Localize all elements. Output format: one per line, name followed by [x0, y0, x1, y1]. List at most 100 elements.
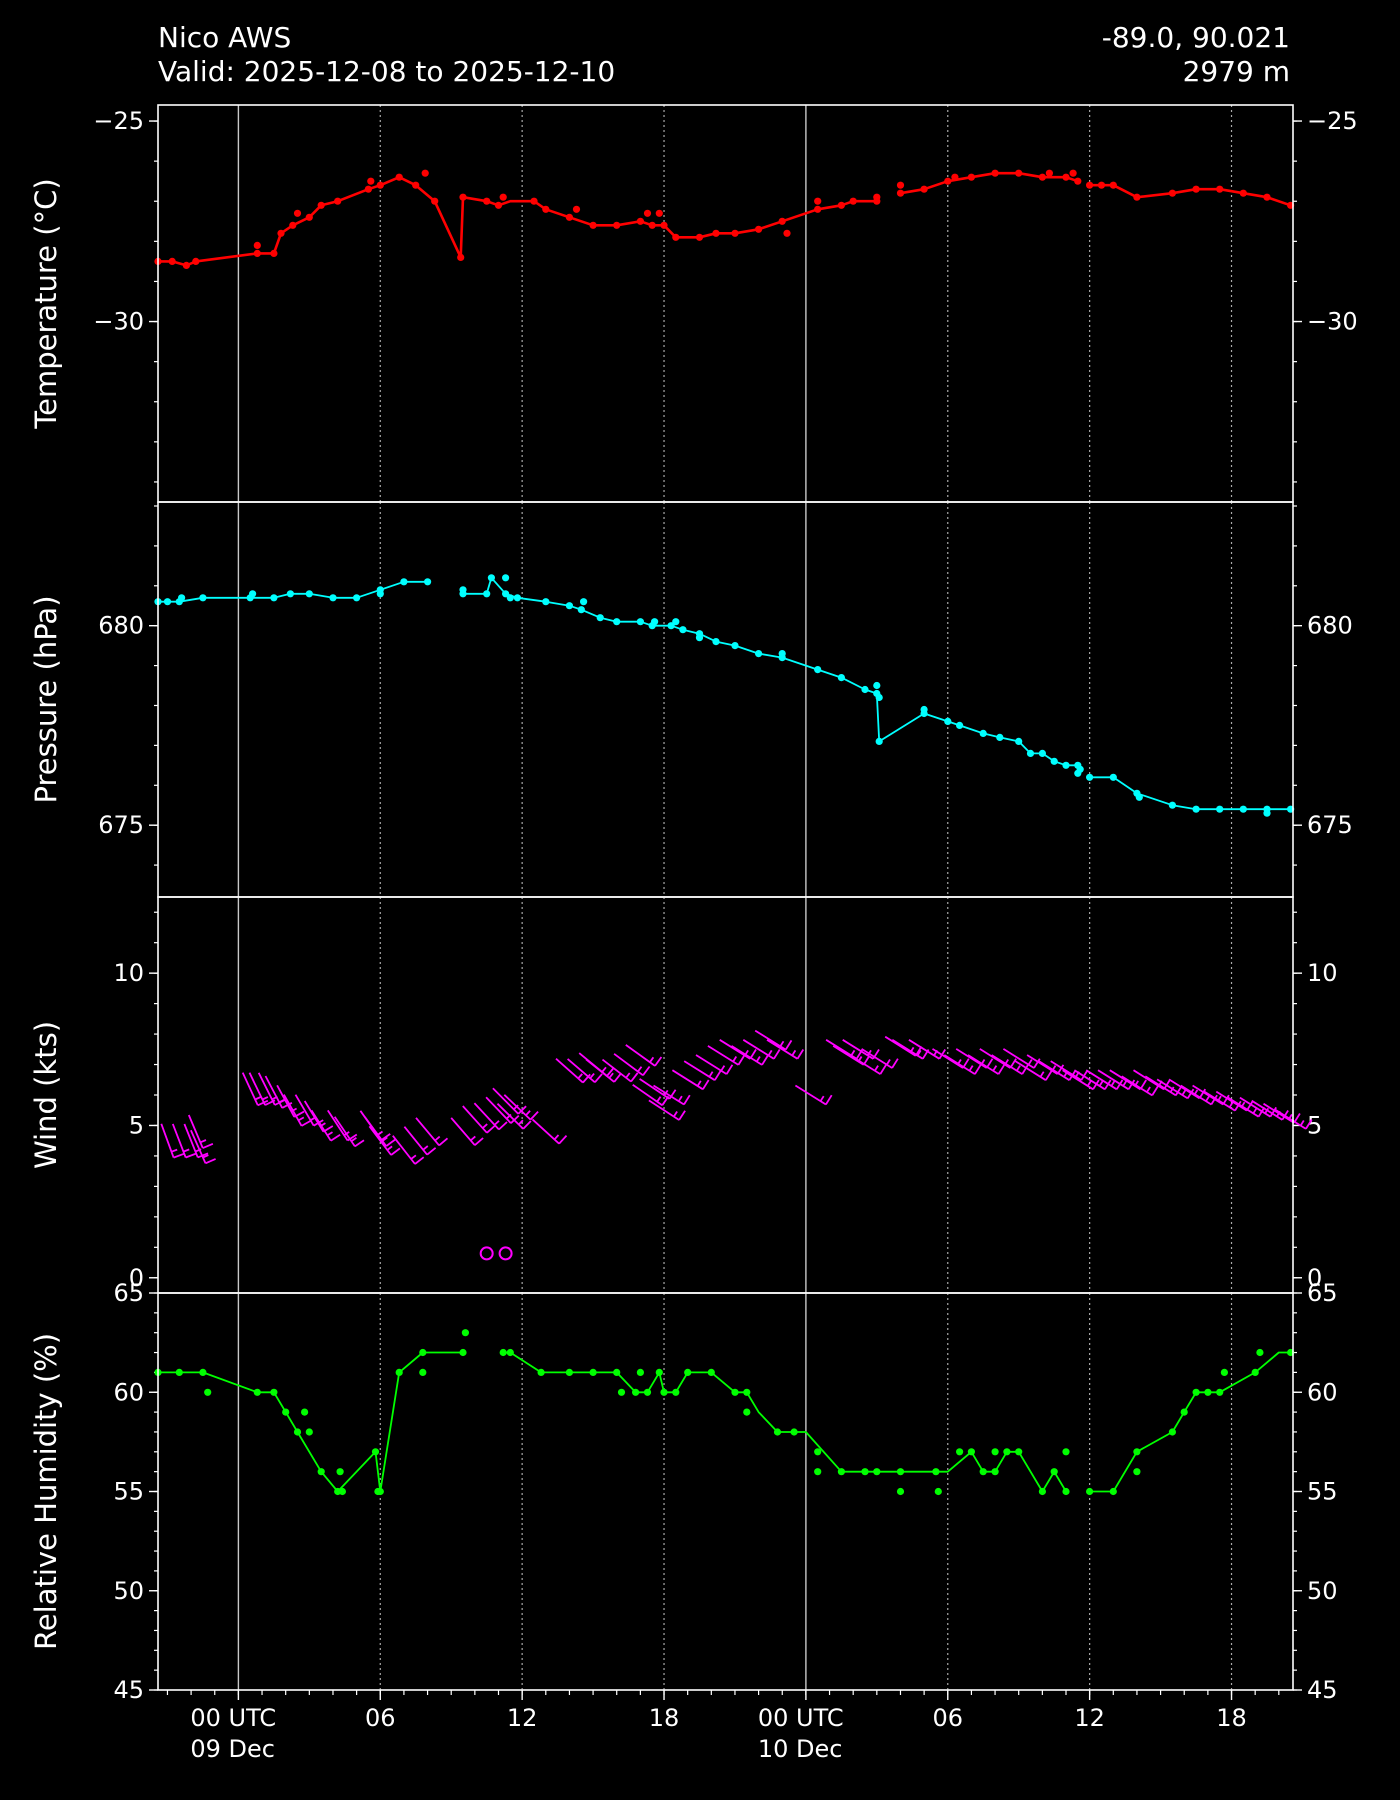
y-tick-label: 55 [113, 1478, 144, 1506]
data-point [731, 229, 739, 237]
series-line [158, 1351, 463, 1493]
y-axis-label: Relative Humidity (%) [29, 1333, 63, 1650]
wind-barb [653, 1084, 691, 1106]
data-point [376, 590, 384, 598]
data-point [861, 1468, 869, 1476]
y-tick-label: 10 [113, 959, 144, 987]
data-point [487, 574, 495, 582]
data-point [920, 185, 928, 193]
wind-barb [1002, 1048, 1041, 1069]
wind-barb [364, 1116, 396, 1147]
wind-barb [967, 1054, 1006, 1075]
data-point [660, 1388, 668, 1396]
data-point [1074, 177, 1082, 185]
data-point [293, 1428, 302, 1436]
data-point [979, 729, 987, 738]
y-axis-label: Pressure (hPa) [29, 595, 63, 803]
data-point [684, 1368, 692, 1376]
wind-barb [1014, 1060, 1053, 1081]
y-tick-label: 60 [113, 1378, 144, 1406]
wind-barb [1239, 1096, 1277, 1118]
data-point [648, 221, 656, 229]
data-point [1263, 809, 1271, 817]
wind-barb [248, 1072, 276, 1106]
data-point [643, 209, 652, 217]
y-tick-label: 680 [98, 612, 144, 640]
data-point [400, 578, 408, 586]
data-point [1086, 1487, 1094, 1496]
data-point [814, 197, 822, 205]
data-point [376, 1487, 384, 1496]
data-point [338, 1487, 346, 1496]
chart-header-right: -89.0, 90.021 2979 m [1102, 21, 1290, 89]
wind-barb [496, 1103, 532, 1130]
data-point [301, 1408, 309, 1416]
wind-barb [991, 1054, 1029, 1075]
data-point [270, 249, 278, 257]
data-point [412, 181, 420, 189]
data-point [667, 622, 675, 630]
data-point [873, 681, 881, 690]
data-point [875, 737, 883, 746]
data-point [783, 229, 791, 237]
y-tick-label: 0 [1307, 1264, 1322, 1292]
data-point [679, 626, 687, 634]
data-point [163, 598, 172, 606]
data-point [577, 606, 585, 614]
data-point [873, 1468, 881, 1476]
series-line [463, 576, 1078, 767]
x-tick-label: 06 [932, 1704, 963, 1732]
data-point [1038, 1487, 1046, 1496]
wind-barb [648, 1099, 686, 1121]
data-point [967, 1448, 976, 1456]
data-point [334, 197, 342, 205]
data-point [773, 1428, 782, 1436]
data-point [849, 197, 857, 205]
data-point [712, 638, 720, 646]
wind-barb [1180, 1084, 1218, 1106]
data-point [1015, 737, 1023, 746]
y-tick-label: 50 [1307, 1577, 1338, 1605]
data-point [873, 193, 881, 201]
data-point [376, 181, 384, 189]
data-point [270, 594, 278, 602]
data-point [249, 590, 257, 598]
data-point [755, 225, 763, 233]
data-point [991, 1468, 999, 1476]
y-tick-label: 10 [1307, 959, 1338, 987]
wind-barb [359, 1110, 391, 1141]
wind-barb [742, 1039, 781, 1060]
x-axis: 00 UTC 09 Dec 06 12 18 00 UTC 10 Dec 06 12 18 [166, 1690, 1280, 1763]
data-point [712, 229, 720, 237]
data-point [513, 594, 522, 602]
data-point [502, 590, 510, 598]
data-point [253, 241, 261, 249]
data-point [1256, 1348, 1264, 1357]
chart-header-left: Nico AWS Valid: 2025-12-08 to 2025-12-10 [158, 21, 615, 89]
data-point [286, 590, 294, 598]
data-point [613, 221, 621, 229]
data-point [192, 257, 200, 265]
wind-barb [1038, 1060, 1076, 1081]
data-point [305, 1428, 313, 1436]
data-point [1204, 1388, 1212, 1396]
data-point [944, 177, 952, 185]
x-tick-label: 18 [649, 1704, 680, 1732]
data-point [1216, 185, 1224, 193]
wind-barb [1097, 1069, 1136, 1091]
data-point [506, 594, 514, 602]
data-point [1062, 1487, 1070, 1496]
y-tick-label: −25 [1307, 107, 1358, 135]
data-point [814, 205, 822, 213]
wind-barb [754, 1029, 793, 1051]
wind-barb [1050, 1060, 1088, 1081]
wind-barb [392, 1135, 425, 1165]
wind-barb [503, 1094, 539, 1121]
data-point [672, 233, 680, 241]
y-tick-label: 65 [113, 1279, 144, 1307]
data-point [565, 1368, 574, 1376]
data-point [1062, 761, 1070, 769]
data-point [483, 590, 491, 598]
data-point [565, 213, 574, 221]
data-point [996, 733, 1004, 742]
